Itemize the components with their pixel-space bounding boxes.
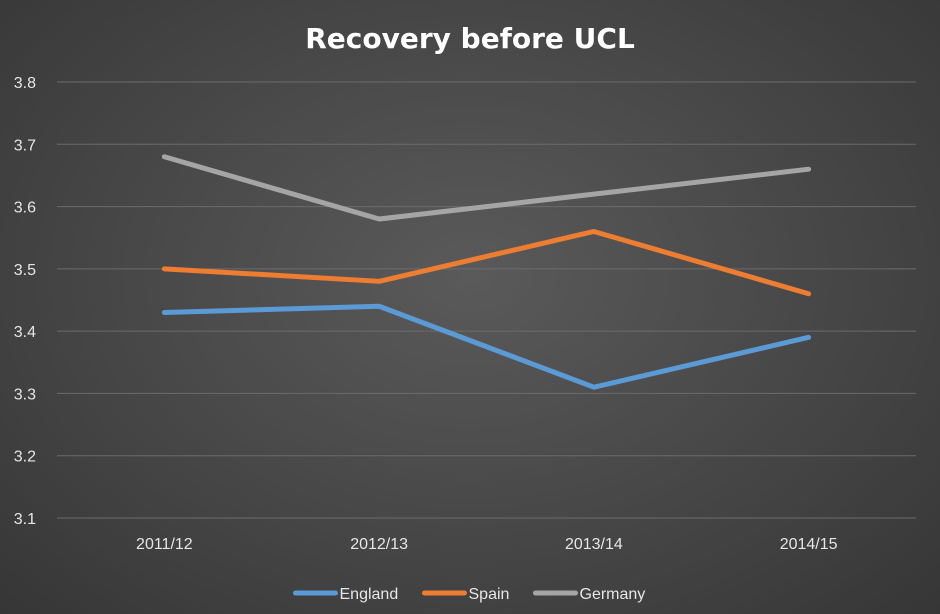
legend-label-germany: Germany: [580, 586, 646, 603]
y-axis-ticks: 3.1 3.2 3.3 3.4 3.5 3.6 3.7 3.8: [14, 75, 36, 528]
x-tick-label: 2012/13: [350, 536, 408, 553]
x-tick-label: 2011/12: [136, 536, 193, 553]
y-tick-label: 3.6: [14, 200, 36, 217]
x-tick-label: 2014/15: [780, 536, 838, 553]
y-tick-label: 3.8: [14, 75, 36, 92]
y-tick-label: 3.3: [14, 386, 36, 403]
chart-title: Recovery before UCL: [305, 22, 635, 55]
legend-label-spain: Spain: [469, 586, 510, 603]
series-line-germany: [161, 154, 812, 222]
series-lines: [161, 154, 812, 390]
legend-label-england: England: [340, 586, 399, 603]
y-tick-label: 3.1: [14, 511, 36, 528]
y-tick-label: 3.7: [14, 137, 36, 154]
series-line-spain: [161, 228, 812, 297]
legend: England Spain Germany: [293, 586, 646, 603]
grid: [57, 81, 916, 519]
y-tick-label: 3.5: [14, 262, 36, 279]
series-line-england: [161, 303, 812, 390]
y-tick-label: 3.2: [14, 449, 36, 466]
y-tick-label: 3.4: [14, 324, 36, 341]
x-tick-label: 2013/14: [565, 536, 623, 553]
x-axis-ticks: 2011/12 2012/13 2013/14 2014/15: [136, 536, 838, 553]
